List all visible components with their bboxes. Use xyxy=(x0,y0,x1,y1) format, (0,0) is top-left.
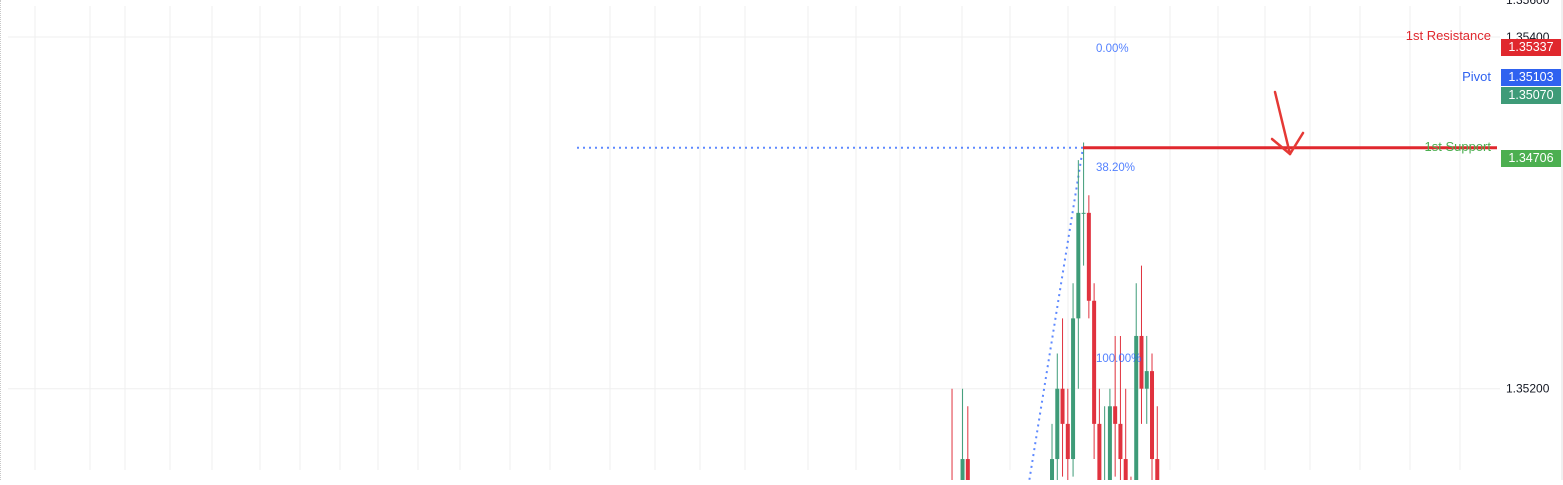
fib-label-38-2: 38.20% xyxy=(1096,162,1136,174)
level-lines[interactable] xyxy=(805,146,1497,480)
resistance-label: 1st Resistance xyxy=(1405,28,1491,43)
support-label: 1st Support xyxy=(1424,139,1492,154)
svg-text:1.35600: 1.35600 xyxy=(1506,0,1550,7)
pivot-label: Pivot xyxy=(1462,69,1491,84)
chart-grid xyxy=(8,6,1500,470)
candlestick-series xyxy=(951,142,1160,485)
price-axis[interactable]: 1.354001.352001.350001.348001.346001.344… xyxy=(1506,0,1563,480)
resistance-price-tag: 1.35337 xyxy=(1501,39,1561,56)
fibonacci-retracement[interactable] xyxy=(577,146,1090,485)
y-tick-label: 1.35200 xyxy=(1506,382,1550,396)
last-price-tag: 1.35070 xyxy=(1501,87,1561,104)
pivot-price-tag: 1.35103 xyxy=(1501,69,1561,86)
down-arrow-icon[interactable] xyxy=(1270,90,1305,156)
fib-label-0: 0.00% xyxy=(1096,43,1129,55)
fib-label-100: 100.00% xyxy=(1096,353,1142,365)
chart-left-edge xyxy=(0,0,3,480)
support-price-tag: 1.34706 xyxy=(1501,150,1561,167)
